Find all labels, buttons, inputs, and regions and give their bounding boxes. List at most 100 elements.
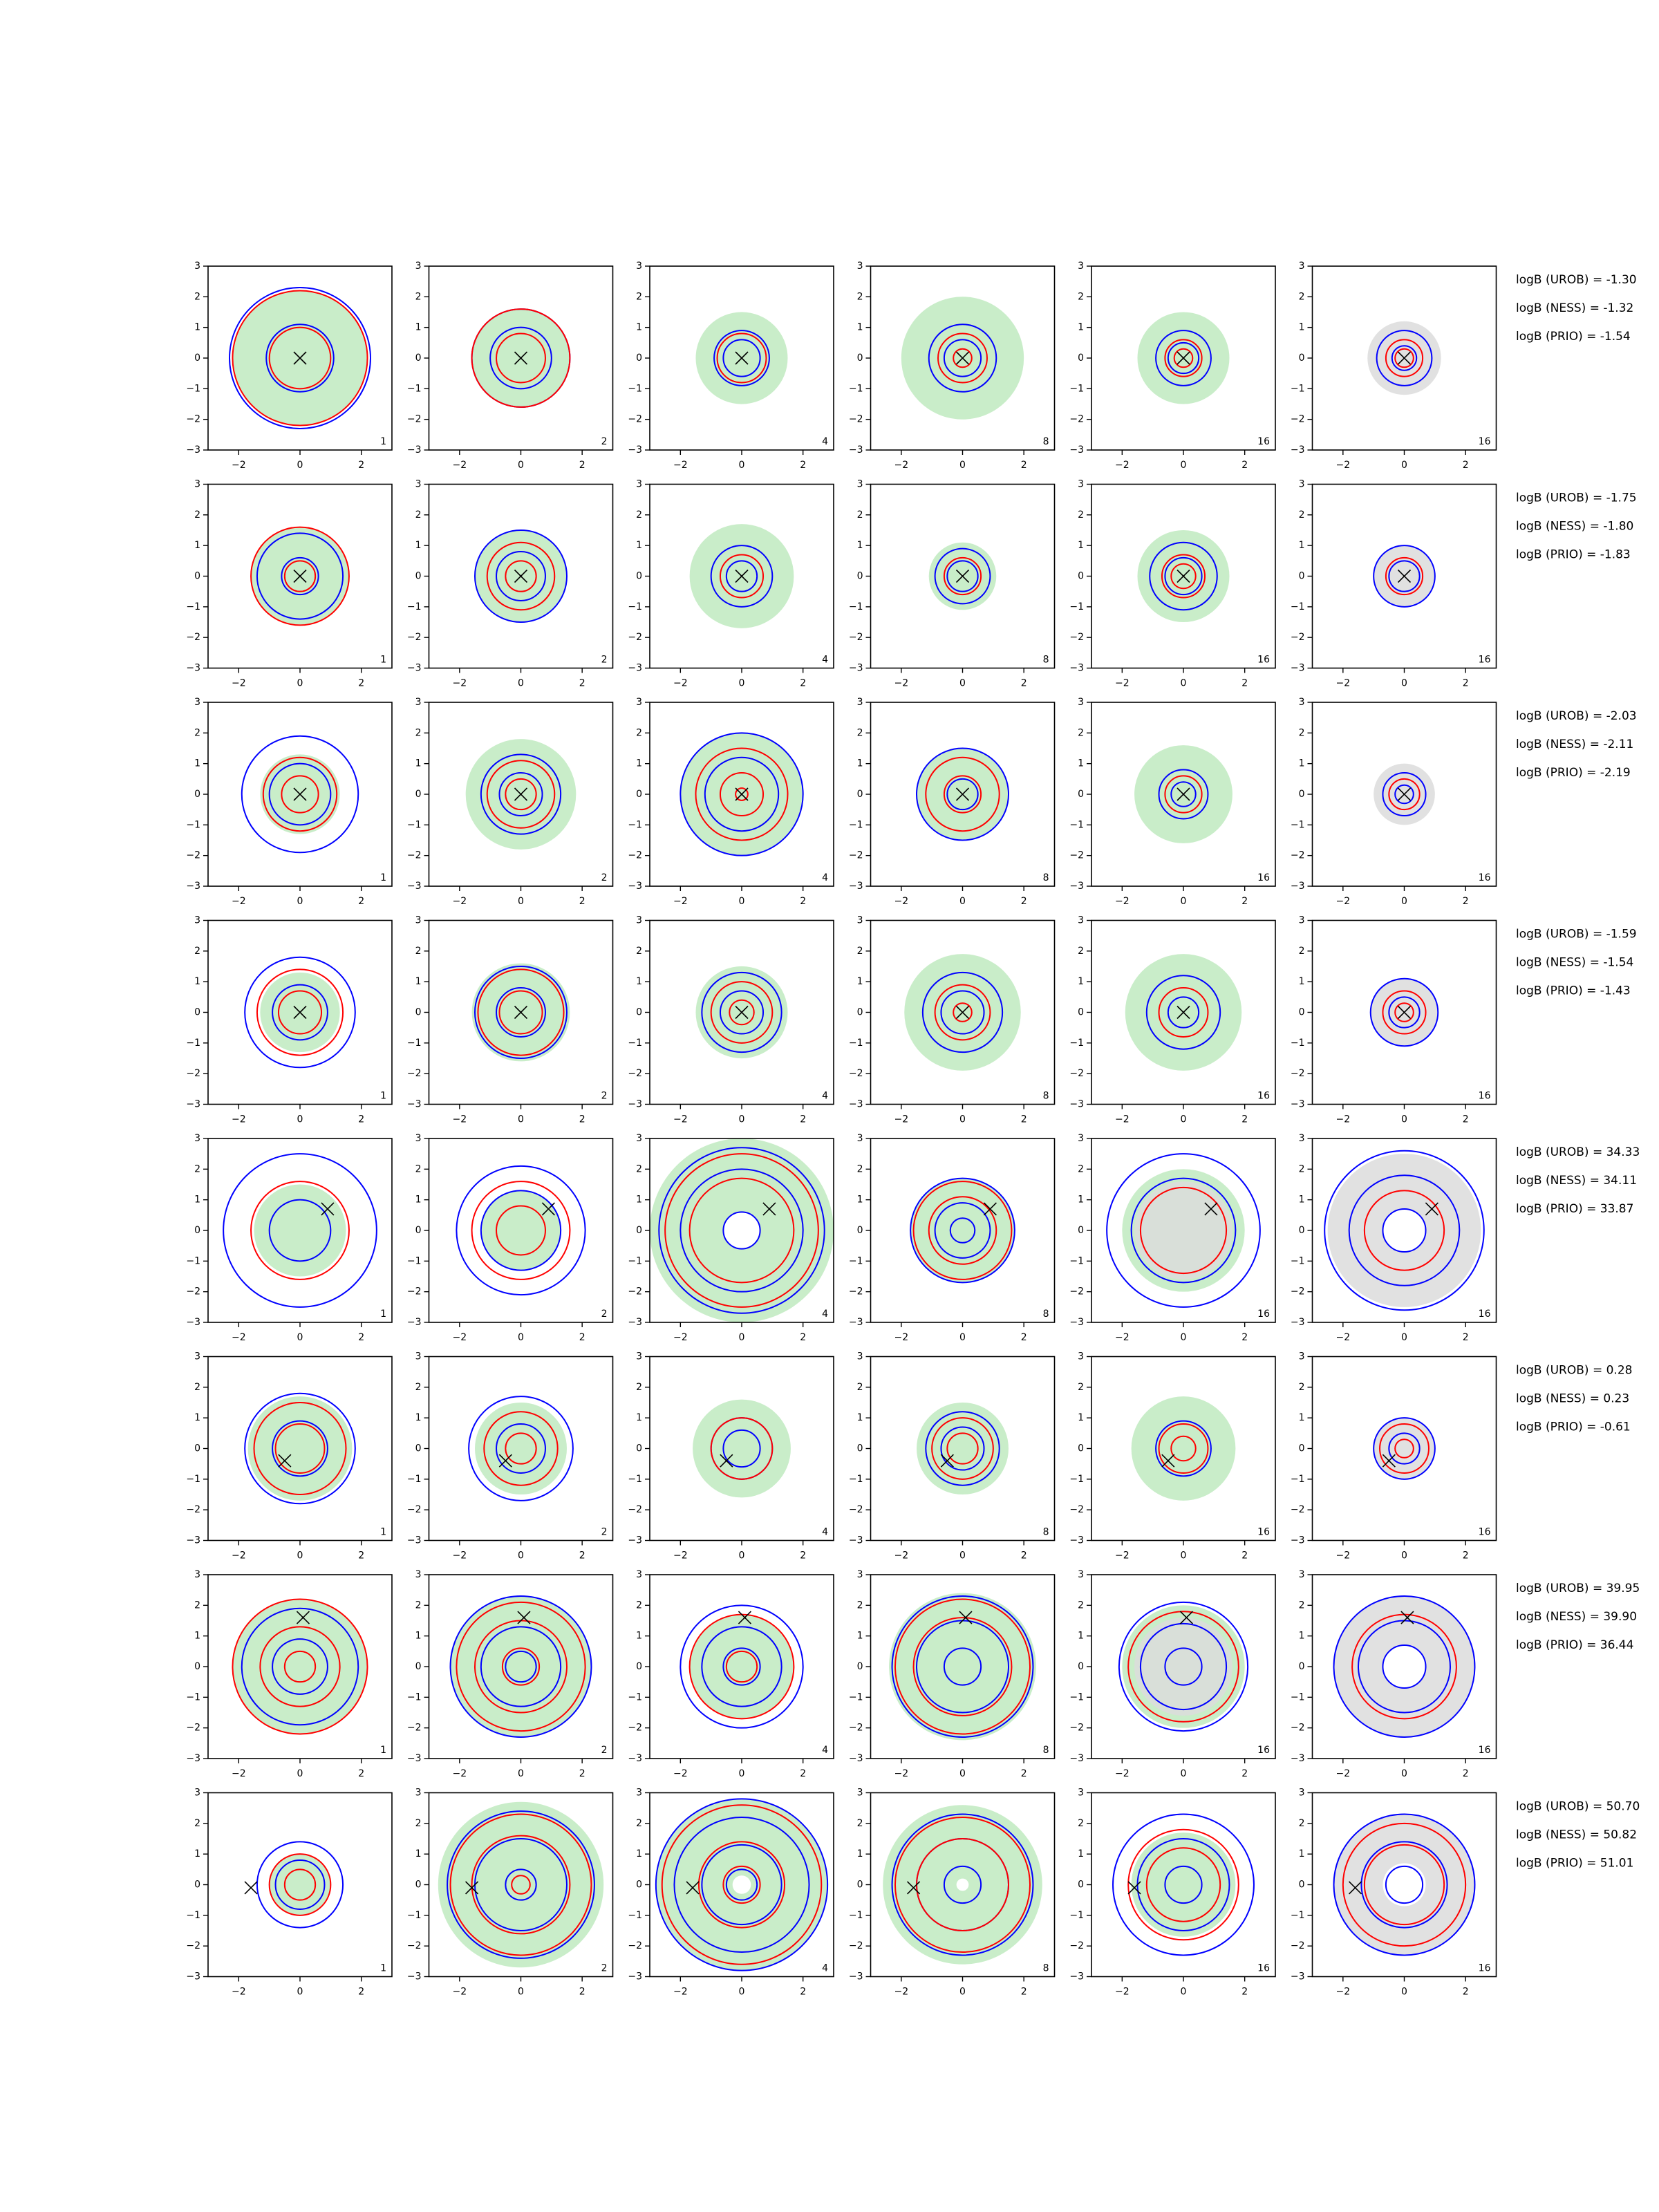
true-point-marker (686, 1881, 700, 1895)
density-gray (1374, 1418, 1435, 1479)
y-tick-label: 2 (194, 1600, 200, 1611)
y-tick-label: 3 (857, 1788, 863, 1799)
y-tick-label: 2 (1078, 509, 1084, 521)
y-tick-label: −1 (849, 1691, 863, 1703)
y-tick-label: 1 (636, 1412, 642, 1423)
marker-stroke (735, 351, 749, 365)
y-tick-label: 0 (636, 1443, 642, 1454)
y-tick-label: 2 (1299, 509, 1305, 521)
contour-line (912, 1181, 1013, 1280)
contour-line (456, 1165, 586, 1296)
y-tick-label: −2 (1291, 1723, 1305, 1734)
panel: −2 0 2 −3 −2 −1 0 1 2 3 4 (628, 261, 834, 471)
marker-stroke (244, 1881, 258, 1895)
x-tick-label: 2 (358, 896, 364, 907)
contour-line (1139, 1622, 1228, 1711)
bayes-factor-note: logB (PRIO) = -0.61 (1516, 1421, 1631, 1434)
panel-label: 16 (1257, 872, 1270, 883)
y-tick-label: −2 (186, 1068, 200, 1079)
marker-stroke (514, 787, 528, 801)
contour-line (1158, 987, 1209, 1038)
y-tick-label: 1 (194, 1848, 200, 1859)
x-tick-label: 0 (518, 1550, 524, 1562)
y-tick-label: 0 (415, 1880, 422, 1891)
y-tick-label: 1 (194, 1631, 200, 1642)
panel-label: 4 (822, 436, 828, 447)
y-tick-label: −1 (1069, 1038, 1084, 1049)
y-tick-label: 3 (1078, 1133, 1084, 1144)
y-tick-label: 3 (194, 1788, 200, 1799)
y-tick-label: −3 (1291, 1535, 1305, 1546)
panel: −2 0 2 −3 −2 −1 0 1 2 3 16 (1069, 1569, 1276, 1779)
y-tick-label: −2 (407, 414, 422, 425)
y-tick-label: −3 (849, 1535, 863, 1546)
bayes-factor-note: logB (UROB) = -1.75 (1516, 491, 1637, 505)
marker-stroke (1179, 1611, 1193, 1624)
y-tick-label: 1 (415, 1848, 422, 1859)
density-fill (655, 1799, 828, 1971)
y-tick-label: 1 (415, 1412, 422, 1423)
y-tick-label: 0 (1299, 1007, 1305, 1018)
y-tick-label: 2 (1299, 291, 1305, 302)
contour-line (1145, 975, 1221, 1050)
bayes-factor-note: logB (PRIO) = 36.44 (1516, 1638, 1633, 1652)
y-tick-label: 2 (194, 1163, 200, 1174)
y-tick-label: −3 (1069, 1099, 1084, 1110)
true-point-marker (517, 1611, 531, 1624)
y-tick-label: −1 (1291, 1691, 1305, 1703)
bayes-factor-note: logB (NESS) = -1.32 (1516, 301, 1633, 315)
panel: −2 0 2 −3 −2 −1 0 1 2 3 16 logB (UROB) = -1.75 logB … (1291, 479, 1637, 689)
marker-stroke (955, 787, 970, 801)
marker-stroke (735, 787, 749, 801)
y-tick-label: 0 (857, 1880, 863, 1891)
contour-line (272, 1638, 328, 1695)
density-fill (910, 1178, 1015, 1283)
marker-stroke (514, 569, 528, 583)
x-tick-label: 0 (1181, 1114, 1187, 1125)
x-tick-label: −2 (453, 1987, 467, 1998)
contour-line (456, 1601, 586, 1732)
y-tick-label: −1 (628, 1038, 642, 1049)
density-fill (254, 1184, 346, 1277)
panel: −2 0 2 −3 −2 −1 0 1 2 3 2 (407, 1788, 614, 1998)
y-tick-label: 3 (636, 697, 642, 708)
x-tick-label: 0 (739, 1768, 745, 1779)
true-point-marker (1425, 1202, 1438, 1216)
contour-line (268, 1853, 332, 1916)
density-gray (1333, 1814, 1475, 1956)
panel: −2 0 2 −3 −2 −1 0 1 2 3 1 (186, 261, 393, 471)
x-tick-label: 0 (1401, 1332, 1407, 1343)
marker-stroke (1382, 1454, 1396, 1468)
x-tick-label: 2 (579, 678, 585, 689)
panel-label: 2 (601, 1527, 608, 1538)
contour-line (953, 1002, 973, 1022)
contour-line (496, 1423, 546, 1474)
y-tick-label: 0 (1299, 1225, 1305, 1236)
true-point-marker (1397, 1005, 1412, 1020)
y-tick-label: 1 (1299, 322, 1305, 333)
y-tick-label: −2 (1069, 1723, 1084, 1734)
x-tick-label: −2 (232, 896, 246, 907)
y-tick-label: −2 (1291, 1940, 1305, 1951)
y-tick-label: 3 (194, 1351, 200, 1362)
y-tick-label: −1 (186, 1691, 200, 1703)
contour-line (1145, 1847, 1221, 1922)
y-tick-label: −1 (628, 1255, 642, 1266)
contour-line (1342, 1822, 1467, 1947)
y-tick-label: 2 (415, 1382, 422, 1393)
y-tick-label: 0 (194, 789, 200, 800)
density-fill (650, 1138, 834, 1322)
y-tick-label: −1 (628, 1474, 642, 1485)
y-tick-label: 3 (1078, 915, 1084, 926)
x-tick-label: 0 (739, 1332, 745, 1343)
x-tick-label: 0 (959, 678, 966, 689)
y-tick-label: 0 (1299, 353, 1305, 364)
bayes-factor-note: logB (NESS) = 39.90 (1516, 1610, 1637, 1624)
panel: −2 0 2 −3 −2 −1 0 1 2 3 16 logB (UROB) = 0.28 logB (… (1291, 1351, 1633, 1562)
y-tick-label: 0 (636, 1225, 642, 1236)
contour-line (722, 1211, 761, 1250)
y-tick-label: −2 (1069, 414, 1084, 425)
x-tick-label: 0 (959, 1114, 966, 1125)
y-tick-label: −3 (186, 444, 200, 456)
x-tick-label: 0 (518, 1114, 524, 1125)
